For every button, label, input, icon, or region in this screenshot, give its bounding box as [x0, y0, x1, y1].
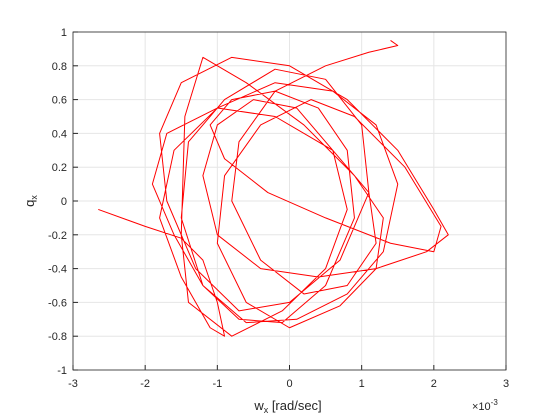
y-tick-label: -0.2 — [48, 230, 67, 242]
x-multiplier: ×10-3 — [472, 398, 498, 413]
trajectory-line — [98, 40, 449, 337]
x-tick-label: -1 — [212, 378, 222, 390]
x-axis-label: wx [rad/sec] — [253, 398, 321, 415]
y-tick-label: -0.4 — [48, 264, 67, 276]
x-tick-label: -3 — [68, 378, 78, 390]
y-tick-label: 1 — [61, 27, 67, 39]
x-label-sub: x — [264, 405, 269, 415]
y-tick-label: 0.4 — [52, 128, 67, 140]
y-tick-label: -1 — [57, 365, 67, 377]
x-multiplier-exponent: -3 — [491, 398, 499, 407]
x-tick-label: 0 — [286, 378, 292, 390]
y-tick-label: 0.8 — [52, 61, 67, 73]
y-tick-label: 0.2 — [52, 162, 67, 174]
x-label-rest: [rad/sec] — [268, 398, 321, 413]
x-tick-label: -2 — [140, 378, 150, 390]
x-label-main: w — [253, 398, 264, 413]
plot-frame — [72, 31, 507, 371]
y-tick-label: -0.6 — [48, 297, 67, 309]
y-axis-label: qx — [22, 195, 39, 207]
y-tick-label: 0.6 — [52, 95, 67, 107]
x-multiplier-base: ×10 — [472, 401, 491, 413]
y-label-sub: x — [29, 195, 39, 200]
x-tick-label: 2 — [431, 378, 437, 390]
y-tick-label: 0 — [61, 196, 67, 208]
x-tick-label: 3 — [503, 378, 509, 390]
y-label-main: q — [22, 200, 37, 207]
x-tick-label: 1 — [359, 378, 365, 390]
y-tick-label: -0.8 — [48, 331, 67, 343]
